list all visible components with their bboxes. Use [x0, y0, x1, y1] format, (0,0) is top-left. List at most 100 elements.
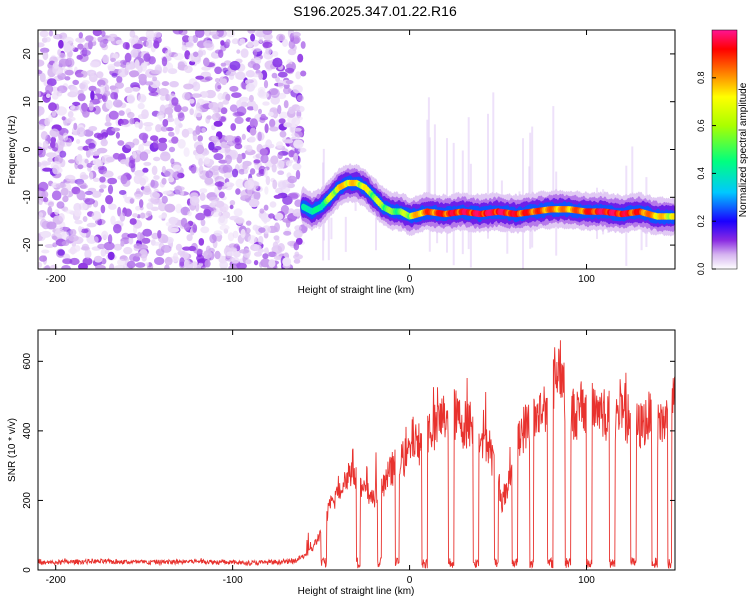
- spectrogram-noise-cell: [76, 54, 83, 60]
- spectrogram-noise-cell: [160, 244, 172, 253]
- spectrogram-noise-cell: [284, 67, 295, 74]
- spectrogram-noise-cell: [120, 240, 125, 247]
- spectrogram-noise-cell: [142, 167, 149, 173]
- spectrogram-noise-cell: [134, 193, 142, 200]
- spectrogram-noise-cell: [239, 38, 246, 45]
- spectrogram-noise-cell: [86, 222, 97, 228]
- spectrogram-noise-cell: [158, 137, 167, 143]
- spectrogram-noise-cell: [73, 122, 78, 131]
- spectrogram-x-label: Height of straight line (km): [298, 285, 415, 296]
- spectrogram-noise-cell: [135, 262, 146, 268]
- spectrogram-noise-cell: [62, 258, 73, 265]
- spectrogram-noise-cell: [248, 94, 254, 103]
- snr-panel: -200 -100 0 100 0 200 400 600 Height of straig…: [7, 329, 676, 597]
- spectrogram-noise-cell: [41, 249, 50, 254]
- spectrogram-noise-cell: [190, 164, 197, 174]
- spectrogram-noise-cell: [70, 229, 77, 236]
- spectrogram-noise-cell: [117, 140, 125, 146]
- spectrogram-noise-cell: [117, 68, 128, 78]
- spectrogram-ridge-core: [301, 179, 675, 220]
- spectrogram-noise-cell: [226, 181, 231, 187]
- spectrogram-noise-cell: [52, 235, 58, 240]
- spectrogram-noise-cell: [143, 161, 152, 166]
- spectrogram-noise-cell: [160, 151, 171, 162]
- spectrogram-noise-cell: [236, 99, 242, 107]
- spectrogram-noise-cell: [47, 206, 53, 216]
- colorbar-tick-label: 0.0: [696, 263, 706, 276]
- spectrogram-noise-cell: [50, 141, 56, 149]
- spectrogram-noise-cell: [258, 36, 263, 44]
- spectrogram-streak: [375, 217, 377, 251]
- spectrogram-noise-cell: [175, 203, 183, 214]
- spectrogram-noise-cell: [229, 247, 238, 253]
- spectrogram-noise-cell: [199, 91, 209, 98]
- spectrogram-noise-cell: [259, 208, 265, 214]
- spectrogram-noise-cell: [245, 259, 252, 265]
- spectrogram-noise-cell: [292, 163, 302, 171]
- spectrogram-noise-cell: [136, 231, 142, 242]
- spectrogram-noise-cell: [186, 127, 194, 134]
- spectrogram-noise-cell: [151, 165, 158, 176]
- spectrogram-noise-cell: [133, 225, 138, 234]
- spectrogram-noise-cell: [38, 161, 42, 167]
- spectrogram-noise-cell: [80, 184, 89, 189]
- spectrogram-noise-cell: [184, 65, 193, 74]
- spectrogram-noise-cell: [247, 30, 256, 34]
- spectrogram-noise-cell: [62, 132, 69, 141]
- spectrogram-noise-cell: [38, 106, 45, 116]
- spectrogram-noise-cell: [170, 158, 175, 165]
- spectrogram-noise-cell: [268, 111, 274, 117]
- spectrogram-noise-cell: [214, 66, 223, 75]
- spectrogram-noise-cell: [203, 250, 213, 259]
- spectrogram-noise-cell: [58, 213, 65, 222]
- spectrogram-noise-cell: [169, 81, 179, 88]
- spectrogram-noise-cell: [291, 31, 301, 38]
- spectrogram-noise-cell: [161, 195, 168, 204]
- spectrogram-noise-cell: [43, 197, 49, 203]
- spectrogram-noise-cell: [189, 108, 194, 116]
- spectrogram-noise-cell: [145, 262, 150, 267]
- spectrogram-noise-cell: [118, 110, 125, 116]
- spectrogram-noise-cell: [105, 156, 115, 163]
- spectrogram-noise-cell: [108, 203, 117, 210]
- spectrogram-noise-cell: [107, 177, 118, 185]
- spectrogram-noise-cell: [198, 238, 205, 246]
- spectrogram-noise-cell: [246, 106, 255, 111]
- spectrogram-noise-cell: [273, 194, 282, 199]
- spectrogram-noise-cell: [174, 104, 182, 113]
- spectrogram-noise-cell: [269, 118, 276, 128]
- spectrogram-noise-cell: [38, 181, 49, 192]
- spectrogram-noise-cell: [130, 87, 141, 92]
- spectrogram-noise-cell: [216, 30, 224, 38]
- spectrogram-noise-cell: [141, 237, 151, 244]
- spectrogram-noise-cell: [39, 72, 46, 83]
- spectrogram-noise-cell: [175, 243, 183, 251]
- spectrogram-noise-cell: [168, 146, 176, 153]
- spectrogram-noise-cell: [217, 101, 224, 109]
- spectrogram-noise-cell: [213, 230, 223, 237]
- spectrogram-noise-cell: [67, 111, 74, 118]
- spectrogram-noise-cell: [262, 101, 270, 106]
- spectrogram-noise-cell: [98, 188, 104, 193]
- spectrogram-noise-cell: [129, 30, 136, 38]
- spectrogram-noise-cell: [134, 59, 140, 69]
- spectrogram-noise-cell: [142, 228, 153, 237]
- spectrogram-noise-cell: [53, 33, 63, 40]
- spectrogram-noise-cell: [54, 209, 60, 216]
- spectrogram-noise-cell: [80, 174, 89, 180]
- spectrogram-noise-cell: [88, 101, 94, 111]
- spectrogram-noise-cell: [188, 98, 195, 104]
- spectrogram-noise-cell: [192, 81, 201, 92]
- spectrogram-noise-cell: [293, 242, 300, 251]
- spectrogram-noise-cell: [160, 125, 168, 132]
- spectrogram-noise-cell: [244, 179, 255, 190]
- spectrogram-noise-cell: [74, 219, 83, 225]
- spectrogram-noise-cell: [282, 257, 292, 267]
- spectrogram-noise-cell: [76, 127, 86, 137]
- spectrogram-noise-cell: [226, 30, 236, 38]
- spectrogram-noise-cell: [285, 79, 294, 85]
- spectrogram-noise-cell: [247, 235, 257, 244]
- spectrogram-noise-cell: [55, 183, 67, 189]
- spectrogram-noise-cell: [243, 169, 249, 175]
